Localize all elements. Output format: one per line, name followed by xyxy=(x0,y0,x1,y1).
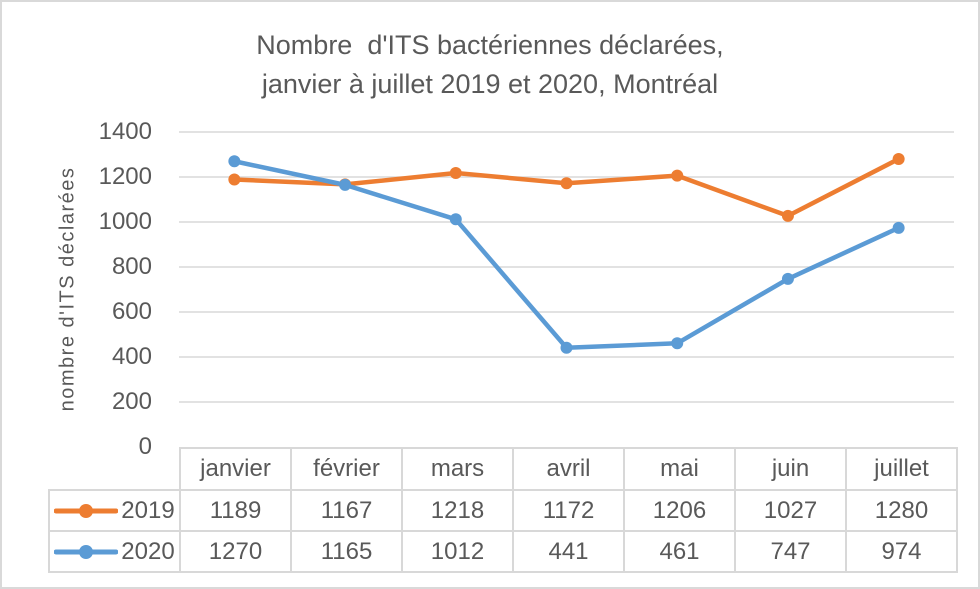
value-2019-mai: 1206 xyxy=(623,489,736,532)
month-header-juillet: juillet xyxy=(845,447,958,491)
legend-label-2020: 2020 xyxy=(121,537,175,565)
chart-title-line-2: janvier à juillet 2019 et 2020, Montréal xyxy=(261,69,719,99)
value-2019-février: 1167 xyxy=(290,489,403,532)
month-header-juin: juin xyxy=(734,447,847,491)
data-point-2019-mars xyxy=(449,166,462,179)
table-row-2020: 2020 1270 1165 1012 441 461 747 974 xyxy=(48,530,958,573)
data-point-2020-juin xyxy=(781,272,794,285)
month-header-avril: avril xyxy=(512,447,625,491)
data-point-2019-juin xyxy=(781,209,794,222)
value-2019-juin: 1027 xyxy=(734,489,847,532)
data-point-2020-janvier xyxy=(228,155,241,168)
value-2020-mars: 1012 xyxy=(401,530,514,573)
y-tick-label-1400: 1400 xyxy=(98,118,152,145)
data-point-2020-juillet xyxy=(892,221,905,234)
month-header-mars: mars xyxy=(401,447,514,491)
y-tick-label-1000: 1000 xyxy=(98,208,152,235)
month-header-mai: mai xyxy=(623,447,736,491)
legend-cell-2020: 2020 xyxy=(48,530,181,573)
chart-title-line-1: Nombre d'ITS bactériennes déclarées, xyxy=(256,30,724,60)
month-header-février: février xyxy=(290,447,403,491)
legend-line-marker-icon-2019 xyxy=(54,503,119,518)
legend-label-2019: 2019 xyxy=(121,496,175,524)
data-point-2019-avril xyxy=(560,177,573,190)
value-2020-février: 1165 xyxy=(290,530,403,573)
value-2020-mai: 461 xyxy=(623,530,736,573)
data-point-2019-janvier xyxy=(228,173,241,186)
value-2019-avril: 1172 xyxy=(512,489,625,532)
data-point-2020-février xyxy=(339,178,352,191)
value-2019-janvier: 1189 xyxy=(179,489,292,532)
value-2020-juillet: 974 xyxy=(845,530,958,573)
legend-line-marker-icon-2020 xyxy=(54,544,119,559)
table-row-2019: 2019 1189 1167 1218 1172 1206 1027 1280 xyxy=(48,489,958,532)
legend-cell-2019: 2019 xyxy=(48,489,181,532)
data-point-2019-juillet xyxy=(892,153,905,165)
value-2020-janvier: 1270 xyxy=(179,530,292,573)
y-tick-label-400: 400 xyxy=(111,343,152,370)
data-point-2020-avril xyxy=(560,341,573,354)
y-tick-label-800: 800 xyxy=(111,253,152,280)
month-header-janvier: janvier xyxy=(179,447,292,491)
y-tick-label-1200: 1200 xyxy=(98,163,152,190)
data-point-2019-mai xyxy=(671,169,684,182)
data-table: janvier février mars avril mai juin juillet 20… xyxy=(48,447,958,573)
y-tick-label-0: 0 xyxy=(138,433,152,460)
value-2020-juin: 747 xyxy=(734,530,847,573)
chart-title: Nombre d'ITS bactériennes déclarées, jan… xyxy=(2,26,978,104)
table-corner-blank xyxy=(49,448,180,490)
value-2019-mars: 1218 xyxy=(401,489,514,532)
y-tick-label-200: 200 xyxy=(111,388,152,415)
data-point-2020-mars xyxy=(449,213,462,226)
y-tick-label-600: 600 xyxy=(111,298,152,325)
value-2020-avril: 441 xyxy=(512,530,625,573)
table-header-row: janvier février mars avril mai juin juillet xyxy=(49,447,958,491)
value-2019-juillet: 1280 xyxy=(845,489,958,532)
data-point-2020-mai xyxy=(671,337,684,350)
